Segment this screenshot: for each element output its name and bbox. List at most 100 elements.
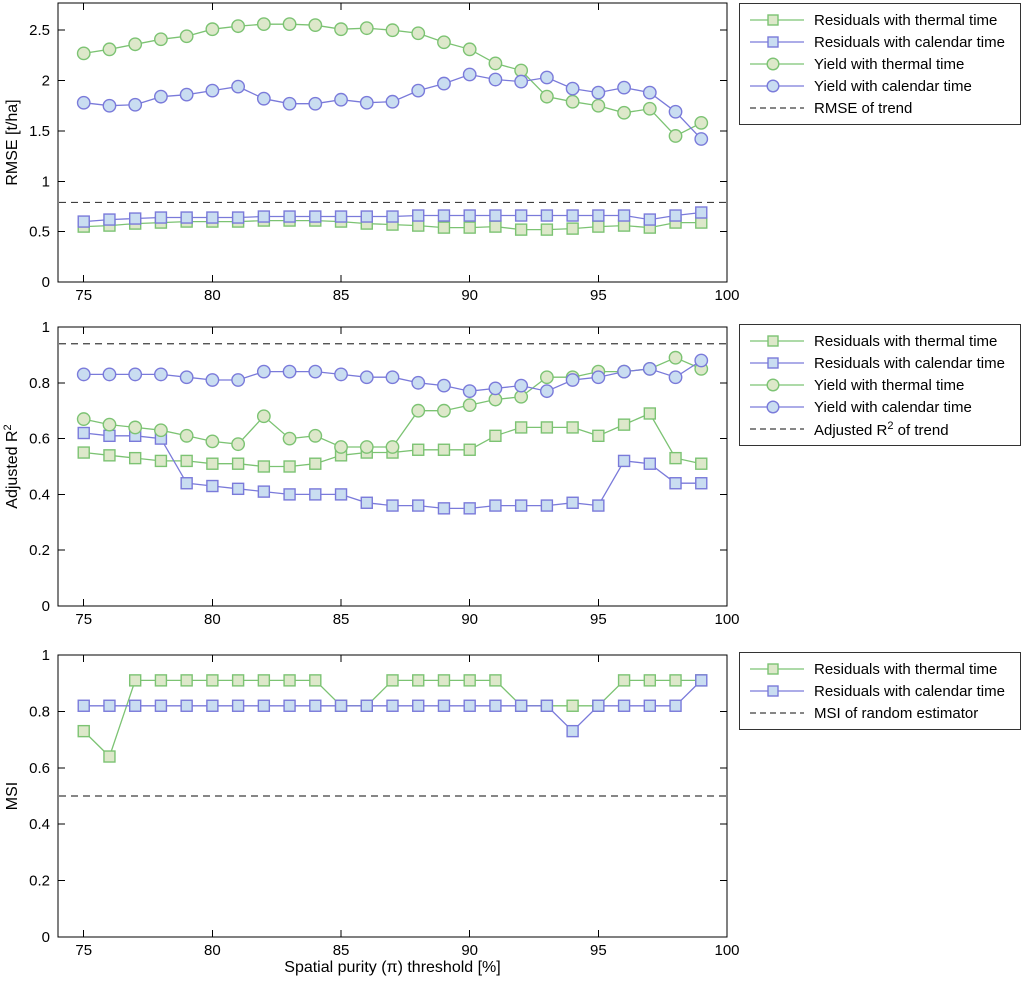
data-point-marker	[668, 129, 683, 143]
data-point-marker	[77, 699, 90, 712]
data-point-marker	[180, 211, 193, 224]
data-point-marker	[103, 699, 116, 712]
data-point-marker	[205, 22, 220, 37]
data-point-marker	[205, 373, 220, 387]
data-point-marker	[154, 454, 168, 468]
data-point-marker	[76, 95, 91, 110]
data-point-marker	[539, 384, 554, 399]
data-point-marker	[309, 488, 322, 501]
plot-box	[57, 654, 728, 938]
msi-plot: 75 80 85 90 95 100 0 0.2 0.4 0.6 0.8 1 MSI	[4, 647, 740, 959]
data-point-marker	[695, 457, 708, 470]
data-point-marker	[695, 216, 708, 229]
data-point-marker	[566, 724, 579, 738]
data-point-marker	[257, 210, 271, 223]
circle-marker-sample	[766, 79, 780, 93]
legend-sample	[750, 57, 804, 71]
data-point-marker	[566, 209, 579, 222]
data-point-marker	[257, 699, 271, 712]
data-point-marker	[385, 370, 400, 385]
data-point-marker	[592, 209, 605, 222]
data-point-marker	[411, 83, 426, 98]
x-tick-label: 85	[333, 611, 350, 628]
data-point-marker	[231, 699, 245, 712]
data-point-marker	[463, 209, 476, 222]
series-yield-with-thermal-time	[76, 17, 709, 143]
data-point-marker	[386, 699, 399, 712]
data-point-marker	[102, 367, 117, 382]
data-point-marker	[411, 375, 426, 390]
data-point-marker	[412, 699, 425, 712]
data-point-marker	[566, 222, 579, 235]
data-point-marker	[412, 219, 425, 232]
data-point-marker	[231, 373, 246, 387]
data-point-marker	[309, 699, 322, 712]
x-tick-label: 100	[714, 942, 739, 959]
data-point-marker	[514, 74, 529, 89]
data-point-marker	[463, 221, 476, 234]
data-point-marker	[283, 460, 296, 473]
data-point-marker	[360, 496, 373, 509]
data-point-marker	[385, 23, 400, 38]
data-point-marker	[489, 220, 502, 233]
legend-sample	[750, 400, 804, 414]
data-point-marker	[76, 46, 91, 61]
legend-item-label: Yield with calendar time	[814, 398, 972, 416]
circle-marker-sample	[766, 378, 780, 392]
data-point-marker	[256, 364, 271, 379]
y-tick-label: 1	[42, 647, 50, 664]
legend-item-residuals-with-thermal-time: Residuals with thermal time	[748, 658, 1018, 680]
data-point-marker	[694, 353, 709, 368]
legend-item-msi-of-random-estimator: MSI of random estimator	[748, 702, 1018, 724]
data-point-marker	[154, 367, 168, 382]
data-point-marker	[128, 367, 143, 382]
y-tick-label: 0.4	[29, 816, 50, 833]
data-point-marker	[154, 211, 168, 224]
data-point-marker	[694, 132, 709, 146]
data-point-marker	[669, 209, 682, 222]
data-point-marker	[437, 76, 451, 91]
data-point-marker	[514, 499, 528, 512]
data-point-marker	[309, 210, 322, 223]
data-point-marker	[231, 482, 245, 496]
data-point-marker	[386, 210, 399, 223]
y-tick-label: 0.2	[29, 542, 50, 559]
data-point-marker	[617, 209, 631, 222]
data-point-marker	[539, 89, 554, 104]
data-point-marker	[463, 502, 476, 515]
data-point-marker	[231, 457, 245, 470]
data-point-marker	[102, 417, 117, 432]
series-line	[83, 679, 702, 758]
y-tick-label: 0.8	[29, 375, 50, 392]
data-point-marker	[463, 699, 476, 712]
data-point-marker	[256, 91, 271, 106]
series-yield-with-thermal-time	[76, 350, 709, 454]
x-tick-label: 95	[590, 287, 607, 304]
data-point-marker	[180, 674, 193, 687]
x-tick-label: 75	[75, 287, 92, 304]
series-residuals-with-calendar-time	[77, 206, 708, 228]
data-point-marker	[179, 370, 194, 385]
data-point-marker	[231, 674, 245, 687]
data-point-marker	[437, 403, 451, 418]
legend-item-label: Yield with calendar time	[814, 77, 972, 95]
data-point-marker	[489, 429, 502, 443]
data-point-marker	[591, 85, 606, 100]
data-point-marker	[617, 699, 631, 712]
data-point-marker	[411, 26, 426, 41]
y-tick-label: 2.5	[29, 22, 50, 39]
legend-item-label: Residuals with calendar time	[814, 354, 1005, 372]
data-point-marker	[669, 451, 682, 465]
data-point-marker	[282, 96, 297, 111]
data-point-marker	[206, 674, 219, 687]
data-point-marker	[179, 87, 194, 102]
data-point-marker	[128, 699, 142, 712]
data-point-marker	[643, 457, 657, 470]
y-tick-label: 1	[42, 173, 50, 190]
data-point-marker	[540, 499, 554, 512]
data-point-marker	[489, 674, 502, 687]
data-point-marker	[77, 426, 90, 440]
y-tick-label: 0.6	[29, 760, 50, 777]
data-point-marker	[205, 83, 220, 98]
data-point-marker	[565, 373, 580, 387]
